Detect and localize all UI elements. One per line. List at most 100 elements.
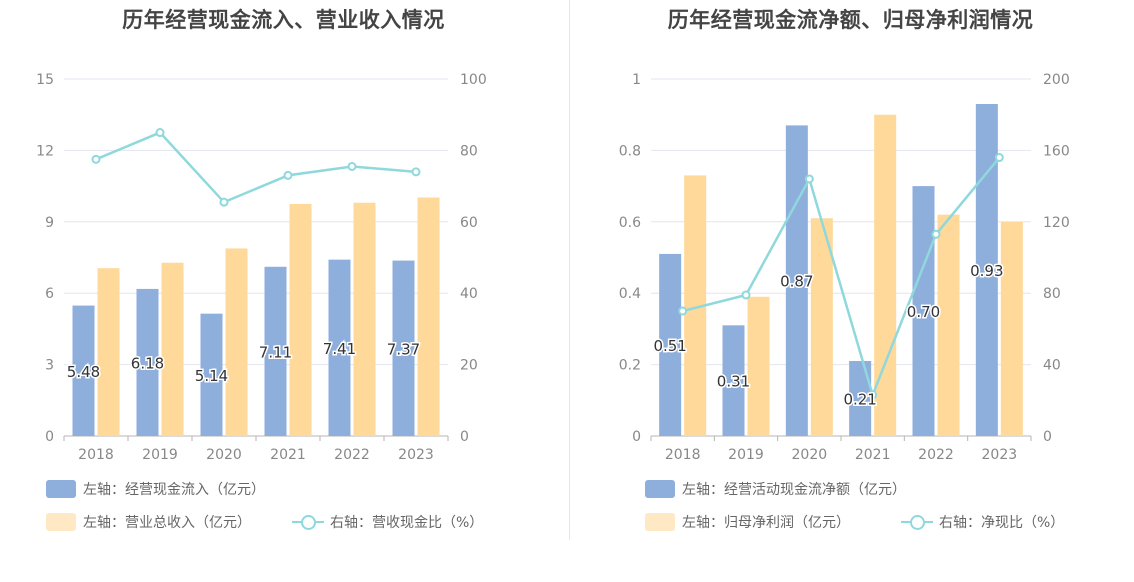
bar-net-profit: [684, 175, 707, 436]
left-axis-tick-label: 3: [45, 358, 54, 374]
bar-data-label: 0.31: [717, 373, 750, 391]
chart-panel-cash-inflow: 历年经营现金流入、营业收入情况 0 3 6 9 12 15 0 20 40 60 80 100 2018…: [36, 8, 487, 532]
legend-label: 左轴：经营现金流入（亿元）: [83, 482, 265, 498]
legend-swatch-bar-blue: [645, 480, 675, 498]
left-axis-tick-label: 0.2: [619, 358, 641, 374]
bar-data-label: 7.41: [323, 340, 356, 358]
x-axis-tick-label: 2022: [334, 447, 370, 463]
chart-plot-net-cash: 0 0.2 0.4 0.6 0.8 1 0 40 80 120 160 200 2018 2019 2020…: [619, 72, 1070, 463]
legend-item-net-cash-ratio[interactable]: 右轴：净现比（%）: [901, 512, 1064, 532]
bar-cash-inflow: [200, 313, 223, 436]
bar-revenue: [161, 262, 184, 436]
x-axis-tick-label: 2023: [982, 447, 1018, 463]
legend-item-net-profit[interactable]: 左轴：归母净利润（亿元）: [645, 512, 850, 532]
bar-data-label: 5.48: [67, 363, 100, 381]
bar-net-profit: [874, 114, 897, 436]
legend-label: 右轴：营收现金比（%）: [330, 515, 484, 531]
bar-data-label: 0.21: [843, 391, 876, 409]
line-point: [411, 167, 421, 177]
x-axis-tick-label: 2020: [792, 447, 828, 463]
legend-label: 左轴：经营活动现金流净额（亿元）: [682, 482, 906, 498]
bar-cash-inflow: [392, 260, 415, 436]
legend-swatch-bar-orange: [645, 513, 675, 531]
line-point: [868, 390, 878, 400]
bar-net-cash-flow: [659, 253, 682, 436]
right-axis-tick-label: 40: [460, 286, 478, 302]
left-axis-tick-label: 12: [36, 143, 54, 159]
x-axis-tick-label: 2021: [855, 447, 891, 463]
line-point: [931, 229, 941, 239]
right-axis-tick-label: 40: [1043, 358, 1061, 374]
line-point: [91, 154, 101, 164]
left-axis-tick-label: 1: [632, 72, 641, 88]
bar-net-cash-flow: [785, 125, 808, 436]
legend-swatch-bar-orange: [46, 513, 76, 531]
bar-data-label: 6.18: [131, 354, 164, 372]
x-axis-tick-label: 2018: [78, 447, 114, 463]
left-axis-tick-label: 0.4: [619, 286, 641, 302]
left-axis-tick-label: 9: [45, 215, 54, 231]
bar-net-cash-flow: [975, 103, 998, 437]
right-axis-tick-label: 80: [1043, 286, 1061, 302]
bar-revenue: [289, 203, 312, 436]
legend-swatch-line: [292, 513, 324, 531]
chart-plot-cash-inflow: 0 3 6 9 12 15 0 20 40 60 80 100 2018 2019 2020 2021 2022…: [36, 72, 487, 463]
bar-net-profit: [747, 296, 770, 436]
legend-item-cash-ratio[interactable]: 右轴：营收现金比（%）: [292, 512, 483, 532]
bar-data-label: 7.37: [387, 340, 420, 358]
x-axis-tick-label: 2023: [398, 447, 434, 463]
legend-swatch-bar-blue: [46, 480, 76, 498]
bar-net-cash-flow: [722, 325, 745, 436]
x-axis-tick-label: 2021: [270, 447, 306, 463]
left-axis-tick-label: 0.6: [619, 215, 641, 231]
line-point: [741, 290, 751, 300]
legend-item-net-cash-flow[interactable]: 左轴：经营活动现金流净额（亿元）: [645, 479, 906, 499]
bar-data-label: 0.70: [907, 303, 940, 321]
x-axis-tick-label: 2018: [665, 447, 701, 463]
legend-item-revenue[interactable]: 左轴：营业总收入（亿元）: [46, 512, 251, 532]
bar-revenue: [225, 248, 248, 436]
bar-cash-inflow: [72, 305, 95, 436]
left-axis-tick-label: 15: [36, 72, 54, 88]
bar-data-label: 7.11: [259, 343, 292, 361]
bar-data-label: 0.93: [970, 262, 1003, 280]
line-point: [219, 197, 229, 207]
chart-title: 历年经营现金流净额、归母净利润情况: [667, 8, 1034, 32]
chart-title: 历年经营现金流入、营业收入情况: [122, 8, 445, 32]
line-point: [804, 174, 814, 184]
bar-cash-inflow: [328, 259, 351, 436]
bar-revenue: [417, 197, 440, 436]
left-axis-tick-label: 6: [45, 286, 54, 302]
line-point: [155, 128, 165, 138]
right-axis-tick-label: 80: [460, 143, 478, 159]
legend-swatch-line: [901, 513, 933, 531]
line-point: [994, 153, 1004, 163]
left-axis-tick-label: 0: [45, 429, 54, 445]
bar-revenue: [97, 268, 120, 436]
right-axis-tick-label: 0: [1043, 429, 1052, 445]
right-axis-tick-label: 100: [460, 72, 487, 88]
left-axis-tick-label: 0.8: [619, 143, 641, 159]
bar-data-label: 0.87: [780, 273, 813, 291]
bar-net-profit: [937, 214, 960, 436]
line-point: [347, 161, 357, 171]
series-line: [682, 156, 1001, 399]
bar-net-profit: [810, 218, 833, 436]
x-axis-tick-label: 2022: [918, 447, 954, 463]
x-axis-tick-label: 2019: [728, 447, 764, 463]
series-line: [95, 131, 417, 204]
bar-data-label: 0.51: [653, 337, 686, 355]
right-axis-tick-label: 0: [460, 429, 469, 445]
line-point: [678, 306, 688, 316]
x-axis-tick-label: 2020: [206, 447, 242, 463]
left-axis-tick-label: 0: [632, 429, 641, 445]
right-axis-tick-label: 120: [1043, 215, 1070, 231]
legend-item-cash-inflow[interactable]: 左轴：经营现金流入（亿元）: [46, 479, 265, 499]
bar-revenue: [353, 202, 376, 436]
right-axis-tick-label: 200: [1043, 72, 1070, 88]
right-axis-tick-label: 20: [460, 358, 478, 374]
bar-net-profit: [1000, 221, 1023, 436]
panel-divider: [569, 0, 570, 540]
bar-net-cash-flow: [849, 361, 872, 436]
